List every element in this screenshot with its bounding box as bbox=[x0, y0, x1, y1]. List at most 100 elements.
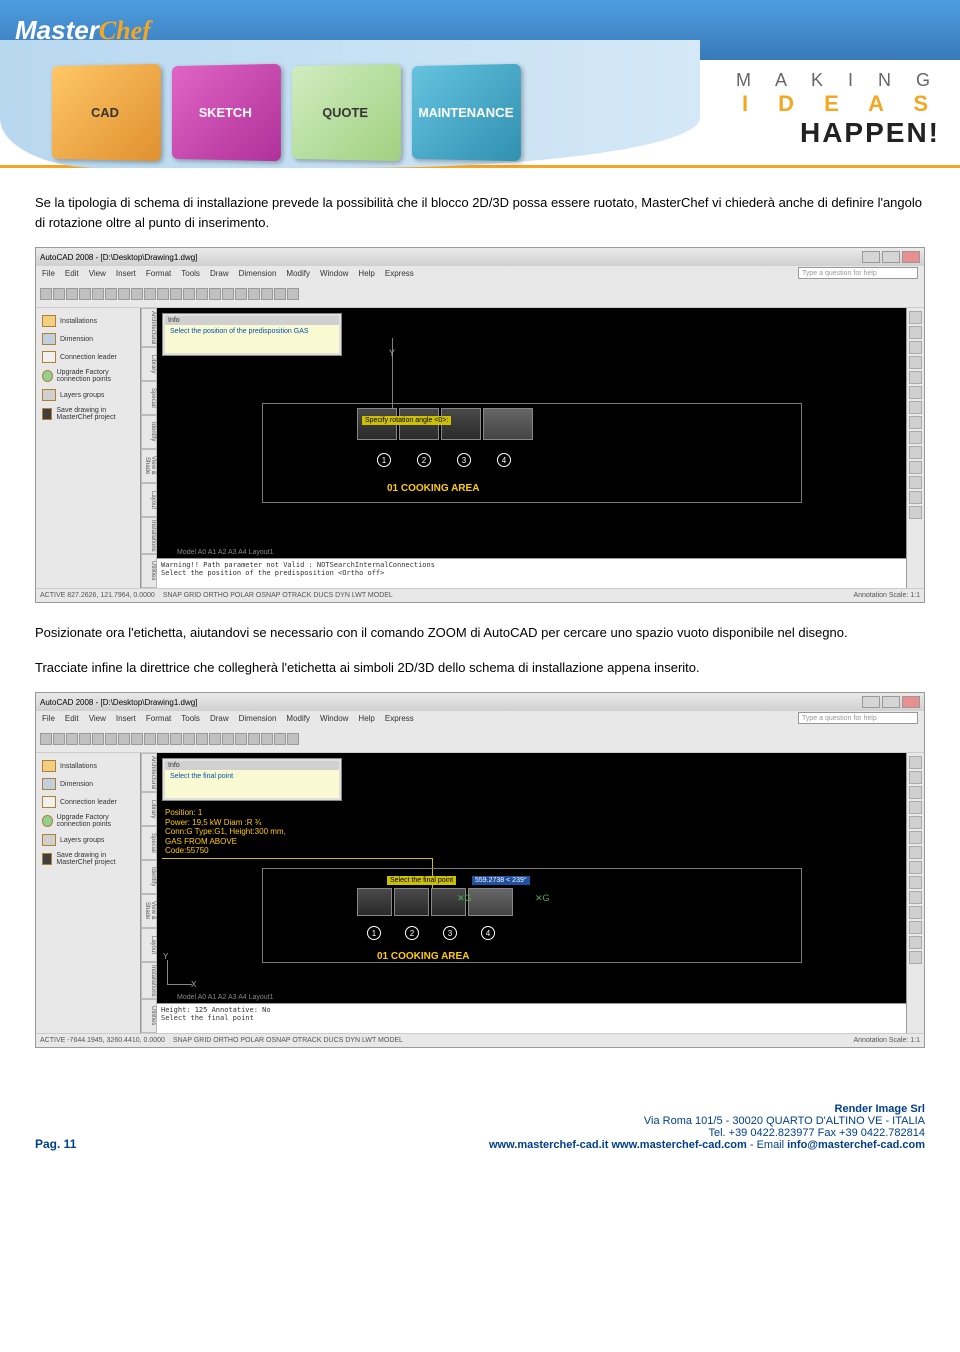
sidebar-item-upgrade[interactable]: Upgrade Factory connection points bbox=[40, 366, 136, 386]
vtab-identify[interactable]: Identify bbox=[141, 860, 157, 894]
menu-tools[interactable]: Tools bbox=[181, 269, 200, 278]
link-web2[interactable]: www.masterchef-cad.com bbox=[611, 1139, 746, 1151]
toolbar-icon[interactable] bbox=[53, 733, 65, 745]
right-tool-icon[interactable] bbox=[909, 416, 922, 429]
right-tool-icon[interactable] bbox=[909, 461, 922, 474]
right-tool-icon[interactable] bbox=[909, 921, 922, 934]
vtab-utilities[interactable]: Utilities bbox=[141, 554, 157, 588]
maximize-button[interactable] bbox=[882, 251, 900, 263]
right-tool-icon[interactable] bbox=[909, 906, 922, 919]
toolbar-icon[interactable] bbox=[105, 288, 117, 300]
menu-draw[interactable]: Draw bbox=[210, 714, 229, 723]
right-tool-icon[interactable] bbox=[909, 831, 922, 844]
help-search-input[interactable]: Type a question for help bbox=[798, 267, 918, 279]
link-email[interactable]: info@masterchef-cad.com bbox=[787, 1139, 925, 1151]
menu-dimension[interactable]: Dimension bbox=[239, 714, 277, 723]
toolbar-icon[interactable] bbox=[66, 288, 78, 300]
right-tool-icon[interactable] bbox=[909, 771, 922, 784]
menu-dimension[interactable]: Dimension bbox=[239, 269, 277, 278]
menu-modify[interactable]: Modify bbox=[286, 269, 310, 278]
vtab-special[interactable]: Special bbox=[141, 826, 157, 860]
toolbar-icon[interactable] bbox=[92, 733, 104, 745]
right-tool-icon[interactable] bbox=[909, 491, 922, 504]
toolbar-icon[interactable] bbox=[170, 288, 182, 300]
right-tool-icon[interactable] bbox=[909, 936, 922, 949]
toolbar-icon[interactable] bbox=[40, 288, 52, 300]
toolbar-icon[interactable] bbox=[118, 733, 130, 745]
right-tool-icon[interactable] bbox=[909, 326, 922, 339]
menu-window[interactable]: Window bbox=[320, 714, 348, 723]
vtab-library[interactable]: Library bbox=[141, 347, 157, 381]
vtab-layout[interactable]: Layout bbox=[141, 928, 157, 962]
toolbar-icon[interactable] bbox=[40, 733, 52, 745]
menu-file[interactable]: File bbox=[42, 269, 55, 278]
toolbar-icon[interactable] bbox=[248, 733, 260, 745]
menu-modify[interactable]: Modify bbox=[286, 714, 310, 723]
vtab-architectural[interactable]: Architectural bbox=[141, 753, 157, 792]
toolbar-icon[interactable] bbox=[261, 288, 273, 300]
toolbar-icon[interactable] bbox=[66, 733, 78, 745]
menu-draw[interactable]: Draw bbox=[210, 269, 229, 278]
menu-edit[interactable]: Edit bbox=[65, 269, 79, 278]
toolbar-icon[interactable] bbox=[235, 733, 247, 745]
sidebar-item-connection[interactable]: Connection leader bbox=[40, 348, 136, 366]
toolbar-icon[interactable] bbox=[157, 733, 169, 745]
right-tool-icon[interactable] bbox=[909, 371, 922, 384]
right-tool-icon[interactable] bbox=[909, 446, 922, 459]
right-tool-icon[interactable] bbox=[909, 756, 922, 769]
sidebar-item-installations[interactable]: Installations bbox=[40, 757, 136, 775]
right-tool-icon[interactable] bbox=[909, 876, 922, 889]
minimize-button[interactable] bbox=[862, 696, 880, 708]
toolbar-icon[interactable] bbox=[183, 733, 195, 745]
toolbar-icon[interactable] bbox=[196, 733, 208, 745]
toolbar-icon[interactable] bbox=[274, 288, 286, 300]
menu-express[interactable]: Express bbox=[385, 269, 414, 278]
toolbar-icon[interactable] bbox=[222, 733, 234, 745]
toolbar-icon[interactable] bbox=[79, 288, 91, 300]
toolbar-icon[interactable] bbox=[196, 288, 208, 300]
close-button[interactable] bbox=[902, 696, 920, 708]
vtab-utilities[interactable]: Utilities bbox=[141, 999, 157, 1033]
vtab-architectural[interactable]: Architectural bbox=[141, 308, 157, 347]
menu-view[interactable]: View bbox=[89, 269, 106, 278]
toolbar-icon[interactable] bbox=[183, 288, 195, 300]
sidebar-item-layers[interactable]: Layers groups bbox=[40, 831, 136, 849]
cad-command-line[interactable]: Height: 125 Annotative: No Select the fi… bbox=[157, 1003, 906, 1033]
vtab-viewshade[interactable]: View & Shade bbox=[141, 449, 157, 483]
sidebar-item-connection[interactable]: Connection leader bbox=[40, 793, 136, 811]
vtab-layout[interactable]: Layout bbox=[141, 483, 157, 517]
toolbar-icon[interactable] bbox=[53, 288, 65, 300]
minimize-button[interactable] bbox=[862, 251, 880, 263]
right-tool-icon[interactable] bbox=[909, 506, 922, 519]
toolbar-icon[interactable] bbox=[157, 288, 169, 300]
menu-file[interactable]: File bbox=[42, 714, 55, 723]
menu-help[interactable]: Help bbox=[358, 714, 374, 723]
right-tool-icon[interactable] bbox=[909, 311, 922, 324]
toolbar-icon[interactable] bbox=[144, 288, 156, 300]
vtab-identify[interactable]: Identify bbox=[141, 415, 157, 449]
sidebar-item-dimension[interactable]: Dimension bbox=[40, 775, 136, 793]
cad-canvas[interactable]: Info Select the final point Position: 1 … bbox=[157, 753, 906, 1003]
toolbar-icon[interactable] bbox=[235, 288, 247, 300]
menu-insert[interactable]: Insert bbox=[116, 714, 136, 723]
toolbar-icon[interactable] bbox=[144, 733, 156, 745]
right-tool-icon[interactable] bbox=[909, 846, 922, 859]
menu-help[interactable]: Help bbox=[358, 269, 374, 278]
cad-command-line[interactable]: Warning!! Path parameter not Valid : NOT… bbox=[157, 558, 906, 588]
toolbar-icon[interactable] bbox=[131, 733, 143, 745]
vtab-special[interactable]: Special bbox=[141, 381, 157, 415]
menu-window[interactable]: Window bbox=[320, 269, 348, 278]
toolbar-icon[interactable] bbox=[287, 733, 299, 745]
sidebar-item-layers[interactable]: Layers groups bbox=[40, 386, 136, 404]
toolbar-icon[interactable] bbox=[131, 288, 143, 300]
toolbar-icon[interactable] bbox=[209, 288, 221, 300]
sidebar-item-installations[interactable]: Installations bbox=[40, 312, 136, 330]
toolbar-icon[interactable] bbox=[118, 288, 130, 300]
menu-insert[interactable]: Insert bbox=[116, 269, 136, 278]
right-tool-icon[interactable] bbox=[909, 386, 922, 399]
vtab-viewshade[interactable]: View & Shade bbox=[141, 894, 157, 928]
toolbar-icon[interactable] bbox=[222, 288, 234, 300]
right-tool-icon[interactable] bbox=[909, 816, 922, 829]
vtab-installations[interactable]: Installations bbox=[141, 517, 157, 555]
vtab-library[interactable]: Library bbox=[141, 792, 157, 826]
